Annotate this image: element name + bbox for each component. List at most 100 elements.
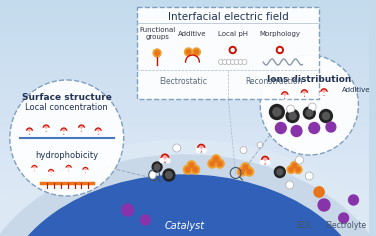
Circle shape	[326, 122, 336, 132]
Circle shape	[291, 161, 299, 169]
Circle shape	[61, 128, 67, 134]
Circle shape	[247, 169, 252, 174]
Bar	[0, 102, 369, 110]
Bar	[0, 181, 369, 189]
Circle shape	[214, 157, 218, 162]
Circle shape	[243, 165, 248, 170]
Text: Local concentration: Local concentration	[26, 104, 108, 113]
Circle shape	[287, 105, 294, 113]
Circle shape	[163, 169, 175, 181]
Bar	[0, 63, 369, 71]
Text: Interfacial electric field: Interfacial electric field	[168, 12, 289, 22]
Ellipse shape	[0, 155, 376, 236]
Circle shape	[293, 163, 297, 168]
Circle shape	[140, 215, 150, 225]
Text: Additive: Additive	[342, 87, 370, 93]
Circle shape	[152, 162, 162, 172]
Circle shape	[122, 204, 133, 216]
Circle shape	[69, 168, 72, 171]
Circle shape	[314, 187, 324, 197]
Circle shape	[303, 107, 315, 119]
Circle shape	[97, 129, 100, 133]
Circle shape	[289, 112, 296, 120]
Circle shape	[308, 103, 316, 111]
Circle shape	[240, 147, 247, 153]
Circle shape	[282, 92, 288, 98]
Circle shape	[161, 154, 169, 162]
Bar	[0, 118, 369, 126]
Circle shape	[82, 128, 85, 132]
Circle shape	[65, 168, 68, 171]
Circle shape	[187, 161, 196, 170]
Circle shape	[193, 167, 198, 172]
Circle shape	[166, 158, 170, 163]
Circle shape	[318, 199, 330, 211]
Circle shape	[30, 131, 33, 135]
Circle shape	[193, 48, 200, 56]
Text: Electrolyte: Electrolyte	[325, 222, 366, 231]
Text: Reconstruction: Reconstruction	[245, 77, 302, 87]
Bar	[0, 165, 369, 173]
Text: hydrophobicity: hydrophobicity	[35, 151, 99, 160]
Circle shape	[60, 131, 63, 135]
Circle shape	[189, 163, 194, 168]
Circle shape	[199, 146, 203, 150]
Circle shape	[153, 49, 161, 57]
Bar	[0, 149, 369, 157]
Text: Functional
groups: Functional groups	[139, 28, 175, 41]
Circle shape	[291, 126, 302, 136]
Bar	[0, 142, 369, 149]
Circle shape	[261, 160, 264, 164]
Circle shape	[286, 181, 294, 189]
Circle shape	[197, 148, 200, 152]
Bar	[0, 110, 369, 118]
Circle shape	[28, 129, 31, 133]
Circle shape	[47, 128, 50, 132]
Bar	[0, 87, 369, 94]
Circle shape	[283, 93, 287, 97]
Circle shape	[300, 93, 304, 97]
Circle shape	[186, 50, 191, 54]
Circle shape	[321, 89, 327, 95]
Circle shape	[273, 108, 281, 116]
Circle shape	[277, 169, 283, 175]
Circle shape	[31, 168, 34, 171]
Circle shape	[296, 167, 300, 172]
Circle shape	[94, 131, 97, 135]
Circle shape	[183, 165, 192, 174]
Bar	[0, 47, 369, 55]
Circle shape	[257, 142, 263, 148]
Circle shape	[212, 155, 220, 164]
Circle shape	[280, 95, 284, 99]
Circle shape	[43, 125, 49, 131]
Circle shape	[33, 167, 36, 169]
Bar	[0, 39, 369, 47]
Circle shape	[238, 59, 243, 64]
Circle shape	[62, 129, 65, 133]
Circle shape	[296, 156, 303, 164]
Circle shape	[287, 165, 295, 173]
Circle shape	[79, 125, 84, 131]
Circle shape	[35, 168, 38, 171]
FancyBboxPatch shape	[138, 7, 319, 99]
Circle shape	[80, 126, 83, 130]
Circle shape	[320, 92, 323, 96]
Circle shape	[194, 50, 199, 54]
Circle shape	[242, 59, 247, 64]
Circle shape	[67, 167, 70, 169]
Bar	[0, 134, 369, 142]
Ellipse shape	[0, 140, 376, 236]
Circle shape	[339, 213, 349, 223]
Circle shape	[44, 126, 48, 130]
Text: Morphology: Morphology	[259, 31, 300, 37]
Text: Additive: Additive	[178, 31, 207, 37]
Circle shape	[42, 128, 45, 132]
Bar	[0, 173, 369, 181]
Circle shape	[191, 165, 200, 174]
Circle shape	[303, 91, 306, 95]
Circle shape	[48, 172, 50, 175]
Circle shape	[66, 165, 71, 170]
Circle shape	[155, 51, 159, 55]
Bar	[0, 189, 369, 197]
Bar	[0, 205, 369, 212]
